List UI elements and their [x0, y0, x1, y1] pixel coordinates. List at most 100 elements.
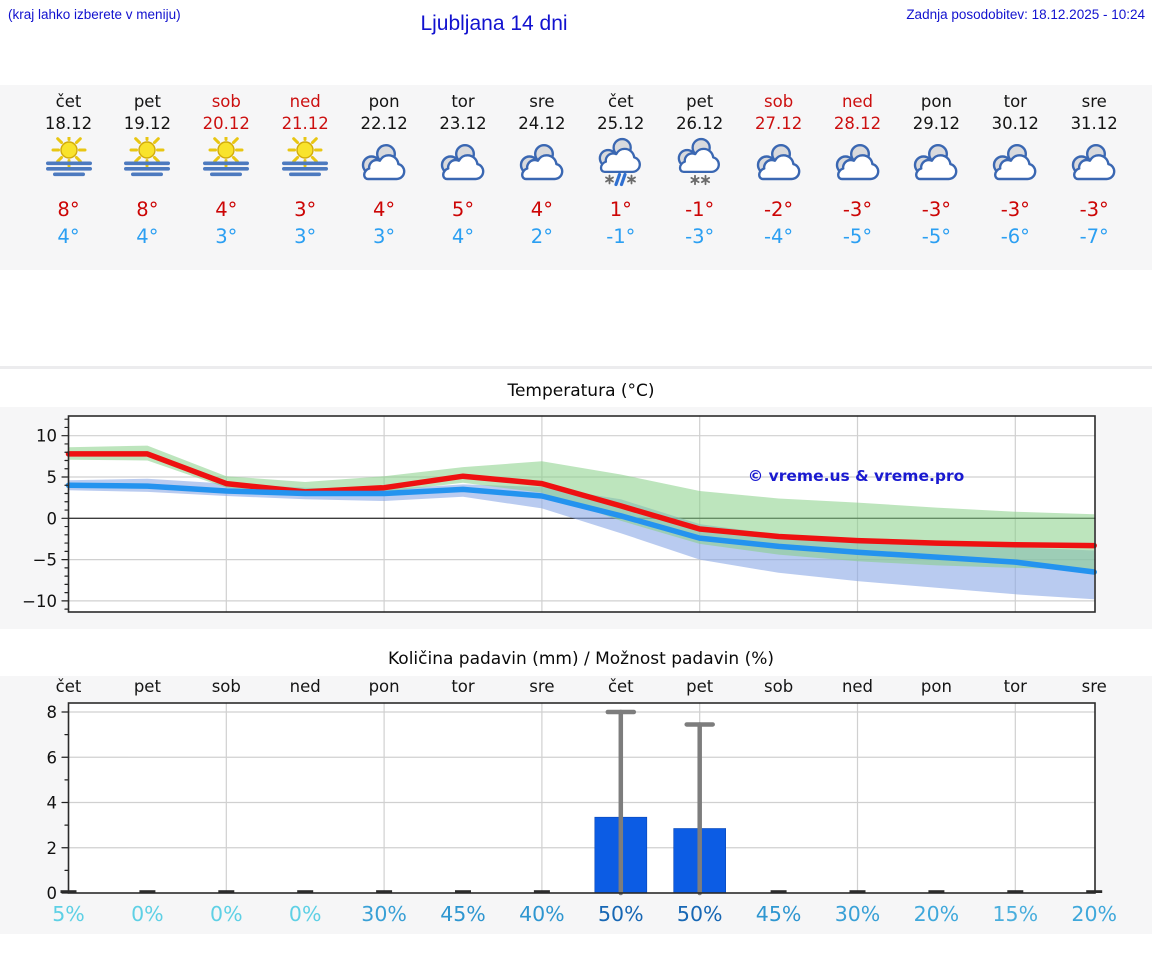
- min-temp-label: -1°: [606, 225, 636, 248]
- section-divider: [0, 366, 1152, 369]
- precip-day-label: pet: [133, 677, 161, 696]
- watermark-label: © vreme.us & vreme.pro: [747, 467, 965, 485]
- svg-text:0: 0: [47, 509, 58, 528]
- svg-text:0: 0: [47, 884, 58, 903]
- precip-day-label: pon: [920, 677, 952, 696]
- zero-precip-mark: [455, 890, 471, 893]
- min-temp-label: 3°: [215, 225, 238, 248]
- precip-probability-label: 15%: [992, 902, 1039, 926]
- max-temp-label: 8°: [57, 198, 80, 221]
- svg-text:2: 2: [47, 839, 58, 858]
- page-title: Ljubljana 14 dni: [420, 12, 568, 35]
- min-temp-label: -5°: [921, 225, 951, 248]
- day-date-label: 20.12: [202, 114, 250, 133]
- zero-precip-mark: [533, 890, 550, 893]
- cloudy-icon: [423, 137, 503, 189]
- max-temp-label: -2°: [763, 198, 794, 221]
- forecast-day-column: čet 25.12 1° -1°: [581, 91, 661, 250]
- forecast-day-column: sob 27.12 -2° -4°: [739, 91, 819, 250]
- forecast-day-column: čet 18.12 8° 4°: [29, 91, 109, 250]
- svg-text:10: 10: [36, 427, 57, 446]
- day-date-label: 25.12: [597, 114, 645, 133]
- precip-day-label: sob: [211, 677, 241, 696]
- precip-probability-label: 0%: [210, 902, 243, 926]
- max-temp-label: -3°: [921, 198, 951, 221]
- day-date-label: 24.12: [518, 114, 566, 133]
- precip-day-label: pet: [686, 677, 714, 696]
- precip-probability-label: 45%: [755, 902, 802, 926]
- precip-probability-label: 5%: [52, 902, 85, 926]
- precip-day-label: tor: [451, 677, 475, 696]
- day-name-label: pet: [686, 92, 714, 111]
- max-temp-label: -1°: [685, 198, 715, 221]
- cloudy-icon: [344, 137, 424, 189]
- zero-precip-mark: [139, 890, 156, 893]
- svg-text:6: 6: [47, 748, 58, 767]
- day-name-label: tor: [451, 92, 475, 111]
- cloudy-icon: [739, 137, 819, 189]
- min-temp-label: -4°: [763, 225, 794, 248]
- forecast-day-column: tor 30.12 -3° -6°: [975, 91, 1055, 250]
- max-temp-label: -3°: [1079, 198, 1109, 221]
- day-date-label: 26.12: [676, 114, 724, 133]
- day-date-label: 27.12: [754, 114, 803, 133]
- svg-text:−10: −10: [22, 592, 57, 611]
- day-date-label: 19.12: [123, 114, 172, 133]
- day-name-label: pon: [920, 92, 952, 111]
- day-date-label: 28.12: [833, 114, 882, 133]
- day-name-label: pet: [133, 92, 161, 111]
- precip-probability-label: 0%: [288, 902, 322, 926]
- max-temp-label: 4°: [530, 198, 553, 221]
- precipitation-chart: 0 2 4 6 8: [47, 702, 1103, 903]
- day-name-label: pon: [368, 92, 400, 111]
- temp-min-line: [65, 482, 1097, 575]
- forecast-strip: čet 18.12 8° 4° pet 19.12 8° 4° sob 20.12 4° 3° n…: [0, 85, 1152, 270]
- precip-day-label: sre: [1081, 677, 1107, 696]
- min-temp-label: -7°: [1079, 225, 1109, 248]
- day-name-label: čet: [55, 92, 82, 111]
- temperature-chart-title: Temperatura (°C): [507, 381, 655, 401]
- min-temp-label: -5°: [842, 225, 873, 248]
- forecast-day-column: sre 24.12 4° 2°: [502, 91, 582, 250]
- precip-day-label: ned: [289, 677, 321, 696]
- min-temp-label: 3°: [373, 225, 396, 248]
- snow-icon: [660, 137, 740, 189]
- min-temp-label: 4°: [57, 225, 80, 248]
- precip-probability-label: 40%: [519, 902, 565, 926]
- precip-day-label: čet: [55, 677, 82, 696]
- cloudy-icon: [896, 137, 976, 189]
- day-name-label: tor: [1003, 92, 1027, 111]
- sun-fog-icon: [107, 132, 187, 189]
- precip-probability-label: 50%: [676, 902, 723, 926]
- min-temp-label: 4°: [136, 225, 159, 248]
- forecast-day-column: pet 19.12 8° 4°: [107, 91, 187, 250]
- precip-day-label: sob: [764, 677, 794, 696]
- temperature-chart: 10 5 0 −5 −10: [22, 415, 1097, 613]
- max-temp-label: 4°: [373, 198, 396, 221]
- cloudy-icon: [1054, 137, 1134, 189]
- cloudy-icon: [975, 137, 1055, 189]
- min-temp-label: 2°: [530, 225, 553, 248]
- sleet-icon: [581, 137, 661, 189]
- day-date-label: 21.12: [281, 114, 329, 133]
- cloudy-icon: [502, 137, 582, 189]
- max-temp-label: 4°: [215, 198, 238, 221]
- day-name-label: sob: [764, 92, 794, 111]
- precip-day-label: pon: [368, 677, 400, 696]
- precip-probability-label: 0%: [131, 902, 164, 926]
- min-temp-label: -3°: [685, 225, 715, 248]
- precip-probability-label: 30%: [361, 902, 407, 926]
- day-date-label: 30.12: [991, 114, 1039, 133]
- temp-max-line: [65, 451, 1097, 549]
- precip-day-label: čet: [607, 677, 634, 696]
- zero-precip-mark: [849, 890, 866, 893]
- precip-day-label: sre: [529, 677, 555, 696]
- last-updated-label: Zadnja posodobitev: 18.12.2025 - 10:24: [906, 7, 1145, 22]
- forecast-day-column: sre 31.12 -3° -7°: [1054, 91, 1134, 250]
- day-date-label: 29.12: [912, 114, 961, 133]
- max-temp-label: 1°: [609, 198, 632, 221]
- forecast-day-column: ned 28.12 -3° -5°: [818, 91, 898, 250]
- forecast-day-column: pon 29.12 -3° -5°: [896, 91, 976, 250]
- zero-precip-mark: [1007, 890, 1024, 893]
- max-temp-label: 5°: [451, 198, 475, 221]
